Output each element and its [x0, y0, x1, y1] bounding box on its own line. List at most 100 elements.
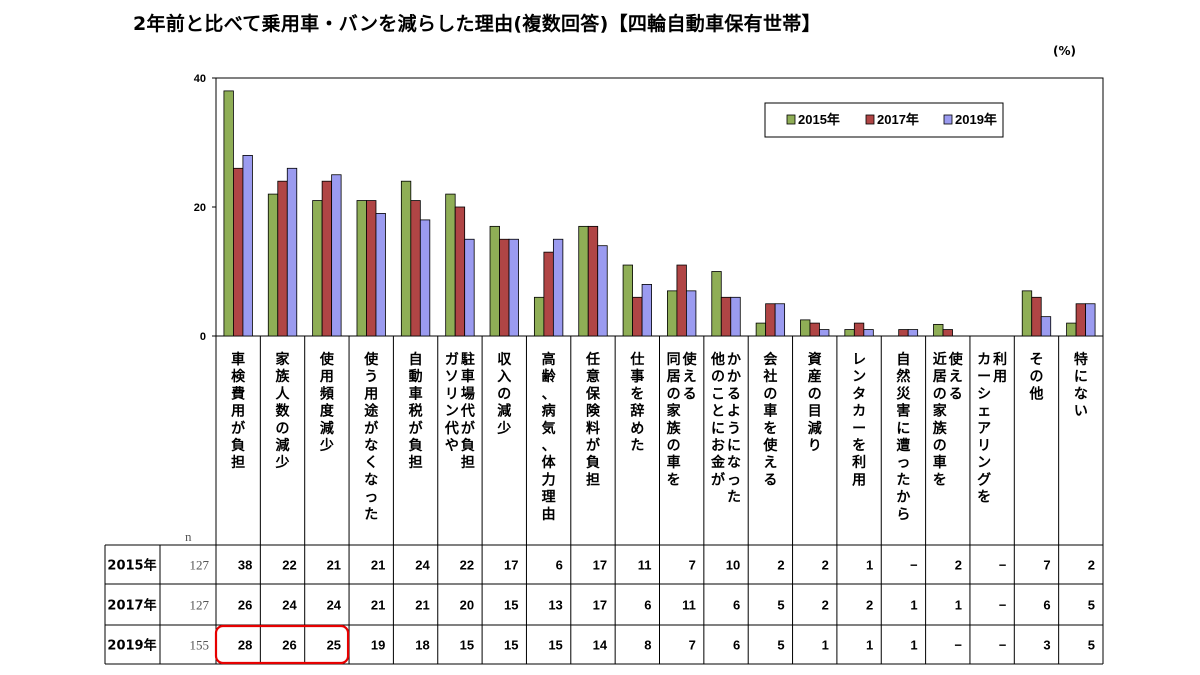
row-n-value: 127: [190, 558, 210, 573]
category-label-9: 仕事を辞めた: [629, 351, 644, 454]
table-cell: 5: [1088, 598, 1095, 613]
bar-2019年-2: [331, 174, 342, 337]
table-cell: −: [954, 638, 962, 653]
table-cell: 3: [1043, 638, 1050, 653]
table-cell: 10: [726, 558, 740, 573]
category-label-2: 使用頻度減少: [319, 351, 335, 454]
table-cell: 6: [556, 558, 563, 573]
y-tick-label: 40: [194, 73, 206, 85]
page-title: 2年前と比べて乗用車・バンを減らした理由(複数回答)【四輪自動車保有世帯】: [133, 13, 821, 35]
bar-2019年-19: [1085, 303, 1096, 337]
bar-2019年-4: [419, 219, 431, 337]
table-cell: 15: [504, 598, 518, 613]
legend-swatch: [786, 114, 796, 125]
table-cell: 22: [282, 558, 296, 573]
table-cell: 5: [1088, 638, 1095, 653]
table-cell: 2: [955, 558, 962, 573]
n-label: n: [185, 529, 192, 544]
bar-2019年-14: [863, 329, 874, 337]
table-cell: 2: [822, 598, 829, 613]
category-label-6: 収入の減少: [496, 351, 512, 437]
bar-2019年-11: [730, 296, 741, 337]
table-cell: 2: [822, 558, 829, 573]
legend-swatch: [865, 114, 875, 125]
bar-2017年-16: [942, 329, 953, 337]
category-label-11: かかるようになった: [727, 352, 741, 506]
table-cell: 22: [460, 558, 474, 573]
bar-2019年-6: [508, 238, 519, 337]
table-cell: 1: [866, 558, 873, 573]
table-cell: 15: [548, 638, 562, 653]
category-label-5: 駐車場代が負担: [460, 351, 476, 471]
table-cell: 17: [593, 598, 607, 613]
category-label-3: 使う用途がなくなった: [363, 351, 379, 523]
table-cell: 17: [593, 558, 607, 573]
table-cell: 1: [822, 638, 829, 653]
table-cell: 24: [327, 598, 342, 613]
table-cell: 2: [866, 598, 873, 613]
table-cell: 24: [282, 598, 297, 613]
table-cell: 1: [910, 598, 917, 613]
table-cell: −: [999, 558, 1007, 573]
category-label-7: 高齢、病気、体力理由: [542, 351, 557, 523]
table-cell: 2: [1088, 558, 1095, 573]
table-cell: 6: [644, 598, 651, 613]
category-label-12: 会社の車を使える: [762, 351, 778, 488]
row-n-value: 127: [190, 598, 210, 613]
y-tick-label: 20: [194, 202, 206, 214]
table-cell: 6: [733, 638, 740, 653]
table-cell: 7: [1043, 558, 1050, 573]
table-cell: 24: [415, 558, 430, 573]
table-cell: 18: [415, 638, 429, 653]
unit-label: (%): [1053, 44, 1076, 58]
legend-box: [764, 102, 1004, 138]
legend-label: 2015年: [798, 112, 840, 127]
table-cell: 6: [733, 598, 740, 613]
category-label-17: 利用: [993, 351, 1007, 385]
table-cell: 11: [682, 598, 696, 613]
table-cell: 28: [238, 638, 252, 653]
y-tick-label: 0: [200, 331, 206, 343]
legend-swatch: [943, 114, 953, 125]
category-label-18: その他: [1028, 352, 1043, 402]
category-label-11: 他のことにお金が: [710, 351, 726, 488]
legend-label: 2017年: [877, 112, 919, 127]
category-label-4: 自動車税が負担: [409, 351, 424, 471]
category-label-5: ガソリン代や: [444, 352, 459, 454]
category-label-13: 資産の目減り: [808, 351, 822, 454]
table-cell: 15: [460, 638, 474, 653]
bar-2019年-15: [907, 329, 919, 337]
table-cell: 21: [371, 558, 385, 573]
table-cell: 5: [777, 598, 784, 613]
bar-2019年-13: [819, 329, 830, 337]
category-label-0: 車検費用が負担: [231, 351, 246, 471]
row-year-label: 2015年: [107, 558, 156, 574]
table-cell: 1: [866, 638, 873, 653]
bar-2019年-9: [641, 283, 652, 337]
category-label-14: レンタカーを利用: [852, 352, 866, 488]
category-label-15: 自然災害に遭ったから: [896, 351, 911, 523]
table-cell: 25: [327, 638, 341, 653]
table-cell: 26: [282, 638, 296, 653]
table-cell: 2: [777, 558, 784, 573]
table-cell: 14: [593, 638, 608, 653]
bar-2019年-7: [552, 238, 564, 337]
category-label-19: 特にない: [1074, 351, 1088, 420]
table-cell: −: [999, 638, 1007, 653]
table-cell: 1: [910, 638, 917, 653]
table-cell: 7: [689, 558, 696, 573]
table-cell: 19: [371, 638, 385, 653]
table-cell: 13: [548, 598, 562, 613]
table-cell: 26: [238, 598, 252, 613]
bar-chart: 0 20 40 2015年 2017年 2019年: [194, 73, 1104, 343]
category-label-16: 使える: [948, 351, 964, 402]
bar-2019年-12: [774, 303, 786, 337]
bar-2019年-0: [242, 154, 253, 337]
bar-2019年-3: [375, 213, 386, 337]
bar-2019年-18: [1040, 316, 1052, 337]
bar-2019年-8: [597, 245, 608, 337]
bar-2019年-1: [286, 167, 298, 337]
category-label-8: 任意保険料が負担: [585, 351, 601, 488]
table-cell: 21: [415, 598, 429, 613]
